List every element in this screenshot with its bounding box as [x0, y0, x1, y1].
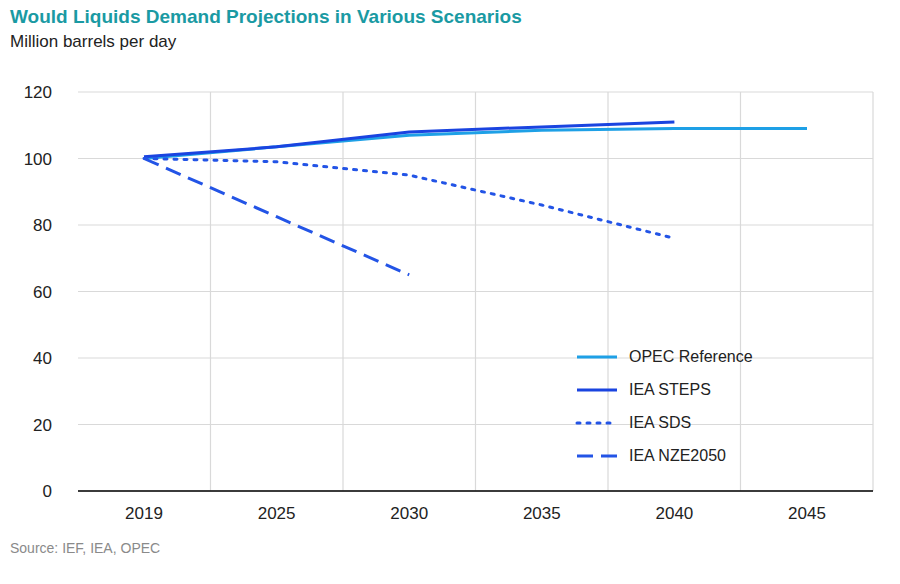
svg-text:2040: 2040	[655, 504, 693, 523]
svg-text:100: 100	[24, 150, 52, 169]
html-text:Source: IEF, IEA, OPEC: Source: IEF, IEA, OPEC	[10, 540, 161, 556]
svg-text:60: 60	[33, 283, 52, 302]
html-text:Million barrels per day: Million barrels per day	[10, 32, 177, 51]
svg-text:2030: 2030	[390, 504, 428, 523]
html-text:Would Liquids Demand Projectio: Would Liquids Demand Projections in Vari…	[10, 6, 522, 27]
html-text:IEA SDS: IEA SDS	[629, 413, 692, 431]
html-text:OPEC Reference: OPEC Reference	[629, 347, 753, 365]
html-text:IEA NZE2050: IEA NZE2050	[629, 446, 726, 464]
svg-text:2035: 2035	[523, 504, 561, 523]
svg-text:2019: 2019	[125, 504, 163, 523]
svg-text:20: 20	[33, 416, 52, 435]
svg-text:0: 0	[43, 482, 52, 501]
svg-text:2025: 2025	[258, 504, 296, 523]
svg-text:80: 80	[33, 216, 52, 235]
html-text:IEA STEPS: IEA STEPS	[629, 380, 711, 398]
svg-text:2045: 2045	[788, 504, 826, 523]
svg-text:40: 40	[33, 349, 52, 368]
svg-text:120: 120	[24, 83, 52, 102]
